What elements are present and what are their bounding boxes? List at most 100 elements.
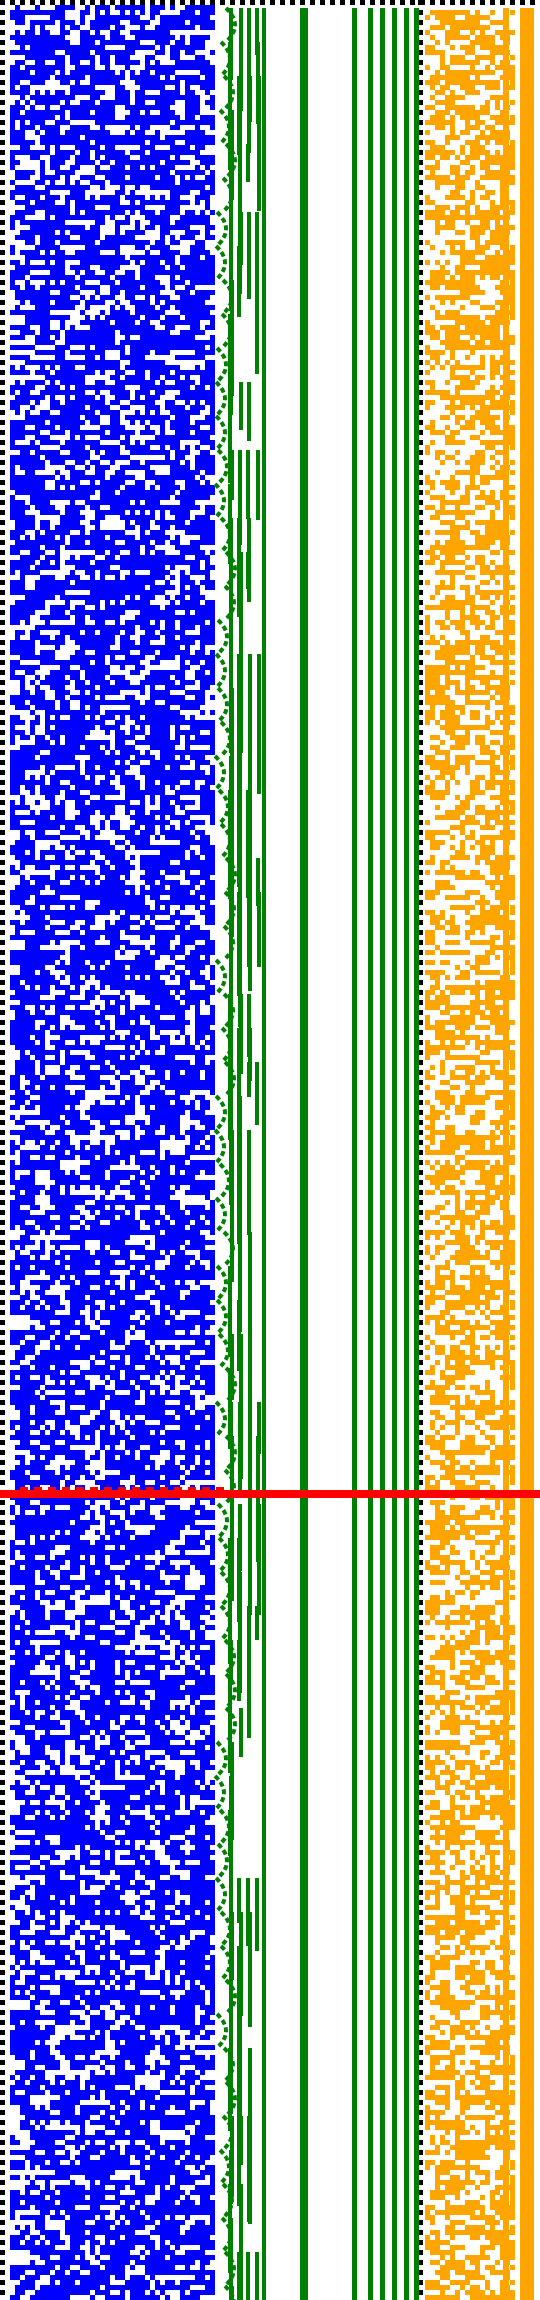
blue-cell-run	[55, 225, 85, 230]
blue-cell-run	[210, 1380, 215, 1385]
blue-cell-run	[170, 320, 180, 325]
blue-cell-run	[10, 660, 20, 665]
blue-cell-run	[160, 1200, 180, 1205]
border-dot	[410, 0, 415, 5]
blue-cell-run	[100, 1120, 110, 1125]
blue-cell-run	[180, 35, 185, 40]
blue-cell-run	[15, 1065, 25, 1070]
blue-cell-run	[30, 185, 35, 190]
border-dot	[418, 1570, 423, 1575]
blue-cell-run	[45, 785, 50, 790]
blue-cell-run	[185, 505, 195, 510]
blue-cell-run	[50, 660, 55, 665]
blue-cell-run	[175, 375, 180, 380]
blue-cell-run	[45, 195, 60, 200]
blue-cell-run	[190, 395, 200, 400]
border-dot	[0, 810, 5, 815]
blue-cell-run	[55, 835, 60, 840]
blue-cell-run	[195, 200, 200, 205]
border-dot	[0, 550, 5, 555]
blue-cell-run	[210, 630, 215, 635]
blue-cell-run	[205, 905, 210, 910]
blue-cell-run	[80, 1320, 85, 1325]
blue-cell-run	[80, 320, 85, 325]
blue-cell-run	[120, 880, 125, 885]
blue-cell-run	[45, 505, 50, 510]
blue-cell-run	[100, 355, 105, 360]
blue-cell-run	[185, 375, 190, 380]
blue-cell-run	[65, 1320, 75, 1325]
blue-cell-run	[60, 840, 85, 845]
blue-cell-run	[175, 1135, 185, 1140]
blue-cell-run	[40, 205, 50, 210]
blue-cell-run	[160, 265, 165, 270]
blue-cell-run	[190, 1115, 195, 1120]
blue-cell-run	[210, 320, 215, 325]
blue-cell-run	[190, 590, 200, 595]
blue-cell-run	[200, 1410, 205, 1415]
blue-cell-run	[195, 890, 210, 895]
blue-cell-run	[155, 1320, 165, 1325]
blue-cell-run	[150, 310, 155, 315]
blue-cell-run	[90, 780, 95, 785]
blue-cell-run	[55, 510, 60, 515]
blue-cell-run	[40, 1380, 45, 1385]
blue-cell-run	[95, 335, 115, 340]
blue-cell-run	[120, 1240, 125, 1245]
blue-cell-run	[20, 1160, 25, 1165]
blue-cell-run	[75, 1310, 80, 1315]
blue-cell-run	[10, 850, 25, 855]
blue-cell-run	[95, 360, 110, 365]
blue-cell-run	[110, 205, 135, 210]
border-dot	[330, 0, 335, 5]
blue-cell-run	[40, 1145, 50, 1150]
blue-cell-run	[210, 405, 215, 410]
blue-cell-run	[140, 1155, 145, 1160]
blue-cell-run	[140, 705, 150, 710]
blue-cell-run	[145, 470, 155, 475]
blue-cell-run	[130, 210, 135, 215]
blue-cell-run	[195, 670, 205, 675]
blue-cell-run	[55, 935, 60, 940]
blue-cell-run	[110, 235, 115, 240]
blue-cell-run	[75, 515, 85, 520]
blue-cell-run	[40, 200, 45, 205]
blue-cell-run	[105, 485, 110, 490]
blue-cell-run	[200, 1225, 205, 1230]
blue-cell-run	[170, 885, 175, 890]
blue-cell-run	[190, 35, 210, 40]
blue-cell-run	[195, 240, 205, 245]
blue-cell-run	[75, 205, 80, 210]
blue-cell-run	[120, 315, 125, 320]
blue-cell-run	[40, 20, 45, 25]
blue-cell-run	[25, 1255, 30, 1260]
border-dot	[0, 2200, 5, 2205]
blue-cell-run	[50, 1030, 55, 1035]
blue-cell-run	[195, 125, 200, 130]
blue-cell-run	[115, 225, 120, 230]
blue-cell-run	[95, 700, 105, 705]
blue-cell-run	[130, 1270, 140, 1275]
blue-cell-run	[50, 565, 60, 570]
blue-cell-run	[100, 1020, 110, 1025]
blue-cell-run	[195, 365, 200, 370]
blue-cell-run	[90, 1080, 100, 1085]
blue-cell-run	[105, 1005, 110, 1010]
blue-cell-run	[115, 345, 125, 350]
blue-cell-run	[200, 1110, 205, 1115]
blue-cell-run	[75, 980, 85, 985]
blue-cell-run	[25, 370, 30, 375]
blue-cell-run	[95, 1110, 100, 1115]
blue-cell-run	[190, 250, 195, 255]
blue-cell-run	[80, 475, 95, 480]
border-dot	[290, 0, 295, 5]
blue-cell-run	[75, 160, 80, 165]
blue-cell-run	[175, 1045, 195, 1050]
blue-cell-run	[205, 295, 210, 300]
blue-cell-run	[150, 685, 155, 690]
blue-cell-run	[210, 1275, 215, 1280]
border-dot	[0, 1540, 5, 1545]
blue-cell-run	[110, 245, 120, 250]
border-dot	[0, 830, 5, 835]
blue-cell-run	[140, 1120, 145, 1125]
